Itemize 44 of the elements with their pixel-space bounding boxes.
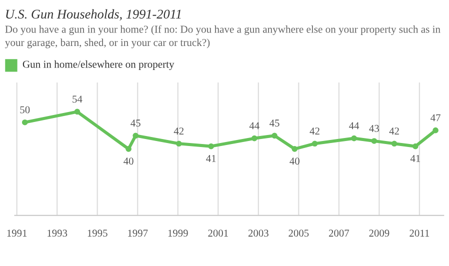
- point: [351, 135, 357, 142]
- point: [126, 146, 132, 152]
- data-label: 44: [249, 122, 260, 130]
- x-tick-label: 2005: [288, 230, 309, 237]
- point: [74, 108, 80, 115]
- chart-title: U.S. Gun Households, 1991-2011: [6, 9, 181, 20]
- data-label: 41: [206, 154, 216, 162]
- point: [292, 146, 298, 152]
- data-label: 40: [124, 158, 134, 165]
- x-tick-label: 1991: [7, 230, 27, 237]
- data-label: 45: [270, 120, 280, 127]
- data-label: 50: [20, 106, 30, 114]
- point: [391, 140, 398, 147]
- chart-subtitle: Do you have a gun in your home? (If no: Do you have a gun anywhere else on your property such as in your garage, barn, shed, or in your car or truck?): [5, 25, 440, 48]
- point: [412, 143, 418, 150]
- point: [371, 138, 378, 144]
- point: [251, 135, 258, 142]
- x-tick-label: 2007: [328, 230, 350, 237]
- point: [208, 143, 214, 150]
- point: [272, 132, 278, 139]
- data-label: 40: [290, 158, 300, 165]
- data-label: 45: [130, 120, 140, 127]
- data-label: 43: [369, 124, 379, 132]
- point: [312, 140, 318, 147]
- x-tick-label: 2011: [410, 230, 430, 237]
- x-tick-label: 1997: [128, 230, 148, 237]
- data-label: 42: [174, 128, 184, 134]
- point: [432, 127, 438, 134]
- x-tick-label: 2001: [208, 230, 228, 237]
- point: [176, 140, 182, 147]
- data-label: 42: [389, 128, 399, 134]
- data-label: 44: [349, 122, 360, 130]
- legend-label: Gun in home/elsewhere on property: [22, 60, 174, 70]
- point: [22, 119, 28, 126]
- data-label: 54: [72, 96, 82, 103]
- data-label: 47: [430, 114, 440, 122]
- x-tick-label: 1995: [88, 230, 108, 237]
- x-tick-label: 1999: [168, 230, 188, 237]
- data-label: 41: [410, 154, 420, 162]
- data-label: 42: [310, 128, 320, 134]
- x-tick-label: 2003: [248, 230, 268, 237]
- x-tick-label: 2009: [369, 230, 390, 237]
- x-tick-label: 1993: [48, 230, 68, 237]
- point: [132, 132, 139, 139]
